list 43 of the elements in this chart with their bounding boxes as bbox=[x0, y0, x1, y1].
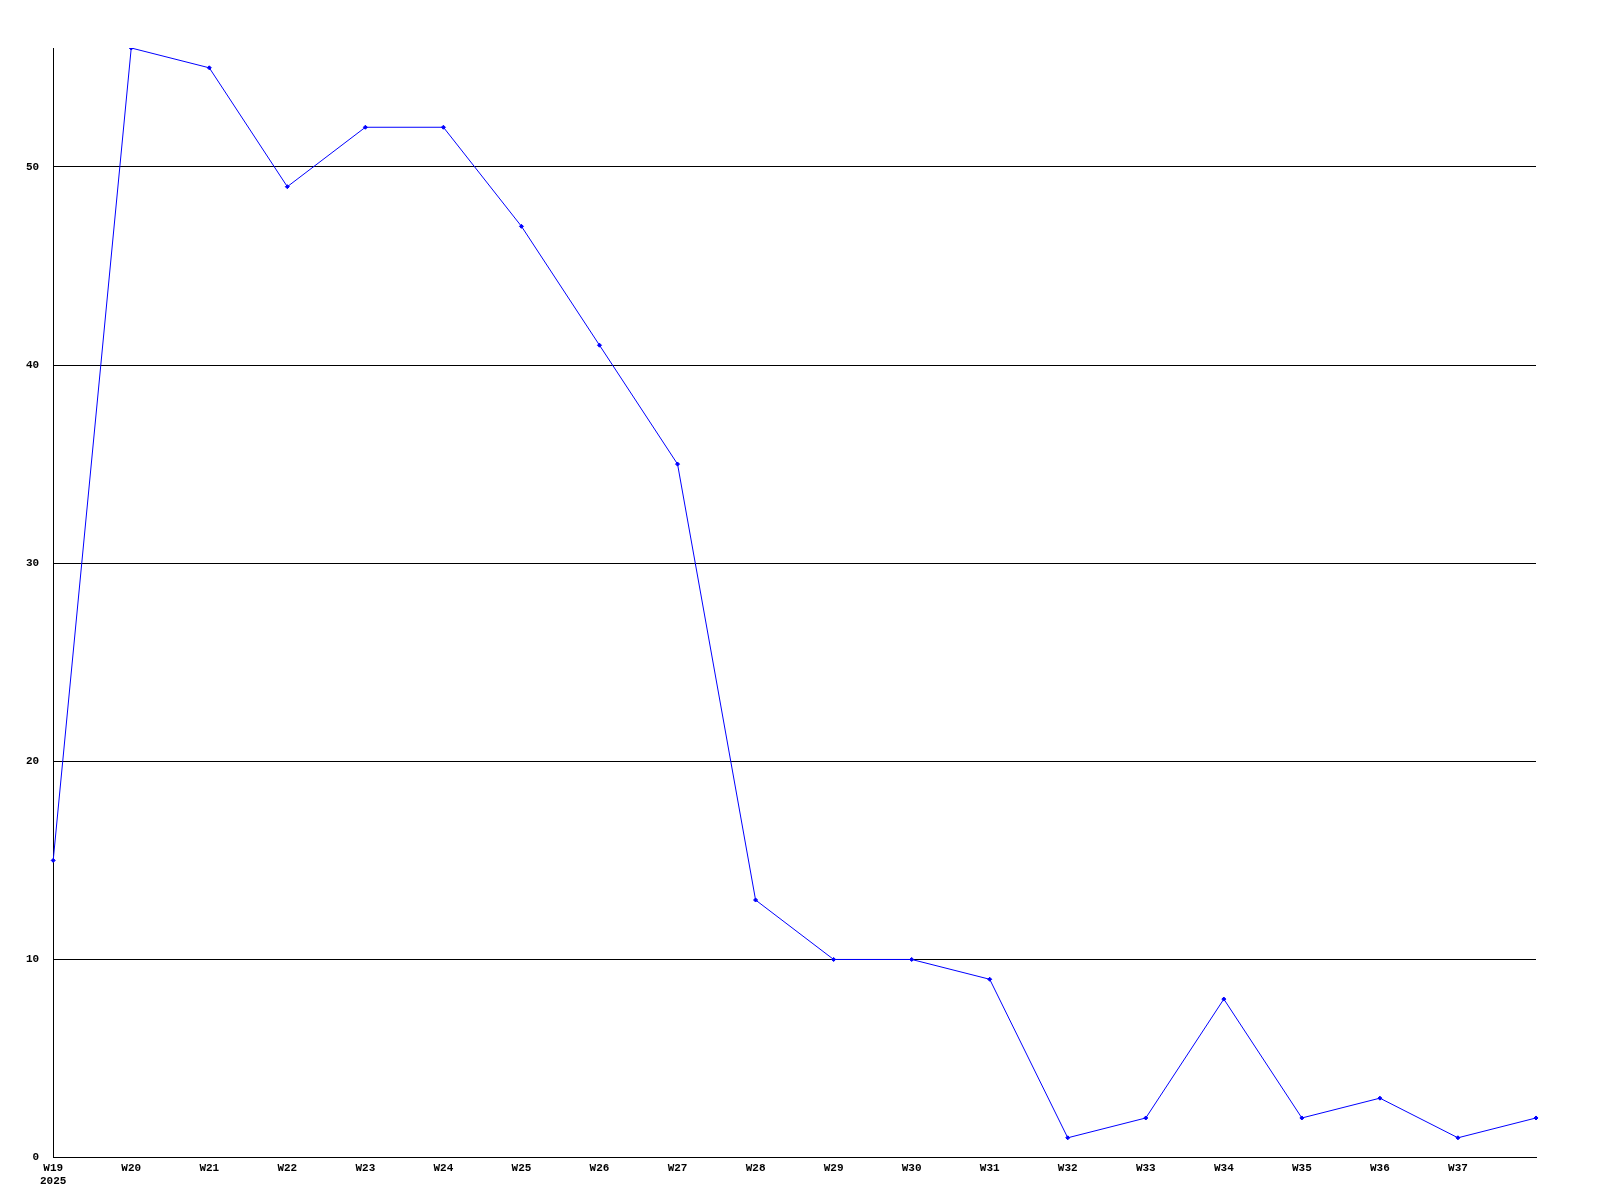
point bbox=[831, 956, 837, 962]
point bbox=[1377, 1095, 1383, 1101]
x-tick-label: W33 bbox=[1135, 1161, 1157, 1174]
x-tick-label: W28 bbox=[745, 1161, 766, 1174]
point bbox=[518, 223, 524, 229]
y-tick-label: 10 bbox=[26, 953, 40, 966]
x-tick-label: W24 bbox=[433, 1161, 454, 1174]
x-tick-label: W23 bbox=[355, 1161, 376, 1174]
x-tick-label: W27 bbox=[667, 1161, 688, 1174]
point bbox=[1143, 1115, 1149, 1121]
x-tick-label: W19 2025 bbox=[40, 1161, 67, 1188]
x-tick-label: W22 bbox=[277, 1161, 298, 1174]
point bbox=[753, 897, 759, 903]
y-tick-label: 20 bbox=[26, 755, 40, 768]
point bbox=[362, 124, 368, 130]
point bbox=[987, 976, 993, 982]
point bbox=[1455, 1135, 1461, 1141]
x-tick-label: W29 bbox=[823, 1161, 844, 1174]
point bbox=[597, 342, 602, 348]
x-tick-label: W30 bbox=[901, 1161, 922, 1174]
x-tick-label: W37 bbox=[1448, 1161, 1468, 1174]
x-tick-label: W35 bbox=[1291, 1161, 1313, 1174]
point bbox=[440, 124, 446, 130]
x-tick-label: W21 bbox=[199, 1161, 220, 1174]
point bbox=[1221, 996, 1227, 1002]
point bbox=[1065, 1135, 1071, 1141]
point bbox=[1299, 1115, 1305, 1121]
x-tick-label: W36 bbox=[1370, 1161, 1390, 1174]
x-tick-label: W34 bbox=[1213, 1161, 1235, 1174]
y-tick-label: 50 bbox=[26, 160, 40, 173]
y-tick-label: 30 bbox=[26, 556, 40, 569]
x-tick-label: W26 bbox=[589, 1161, 610, 1174]
x-tick-label: W25 bbox=[511, 1161, 532, 1174]
y-tick-label: 0 bbox=[32, 1151, 40, 1164]
point bbox=[284, 184, 290, 190]
x-tick-label: W32 bbox=[1057, 1161, 1078, 1174]
point bbox=[675, 461, 681, 467]
point bbox=[909, 956, 915, 962]
x-tick-label: W20 bbox=[121, 1161, 142, 1174]
y-tick-label: 40 bbox=[26, 358, 40, 371]
point bbox=[206, 65, 212, 71]
x-tick-label: W31 bbox=[979, 1161, 1000, 1174]
point bbox=[50, 857, 56, 863]
